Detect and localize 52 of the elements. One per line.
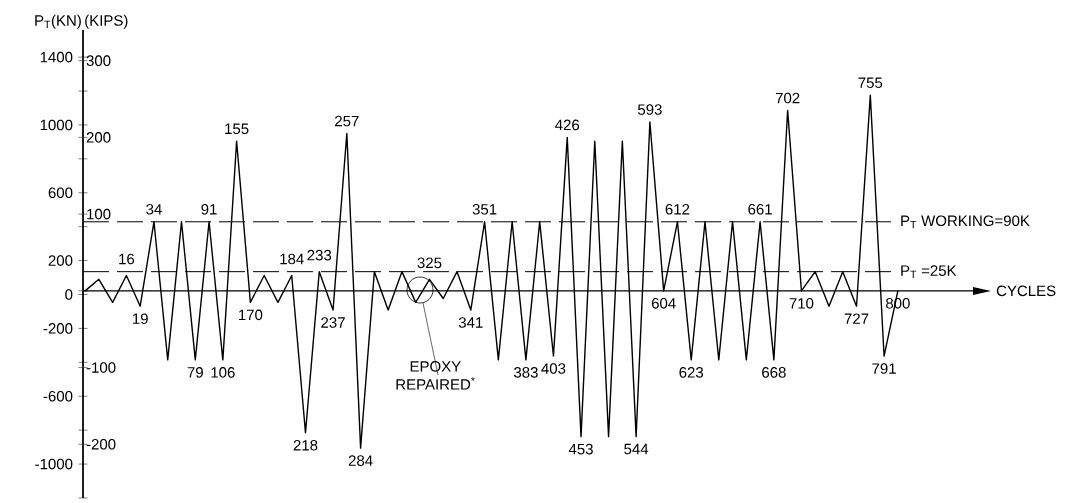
x-tick-label: 155 <box>225 123 249 135</box>
y2-axis-title: (KIPS) <box>85 14 128 29</box>
x-tick-label: 727 <box>844 313 869 324</box>
x-tick-label: 604 <box>651 298 676 309</box>
x-tick-label: 233 <box>307 249 332 261</box>
ref-line-label: P$_{T}$ =25K <box>901 265 957 279</box>
y-tick-label: 200 <box>48 255 73 266</box>
x-tick-label: 16 <box>119 253 135 265</box>
x-tick-label: 661 <box>748 203 772 215</box>
x-tick-label: 383 <box>513 367 538 378</box>
y-tick-label: 1400 <box>40 51 73 63</box>
x-tick-label: 284 <box>348 455 373 466</box>
x-tick-label: 612 <box>665 203 690 215</box>
x-tick-label: 426 <box>555 119 580 131</box>
y-tick-label: -200 <box>43 323 73 334</box>
x-tick-label: 170 <box>239 309 263 321</box>
x-tick-label: 91 <box>201 203 217 215</box>
x-tick-label: 257 <box>335 115 359 127</box>
x-tick-label: 237 <box>321 317 345 328</box>
y2-tick-label: 200 <box>86 132 111 143</box>
x-tick-label: 403 <box>541 363 566 374</box>
x-tick-label: 325 <box>417 257 442 269</box>
y-tick-label: 600 <box>48 187 73 199</box>
x-tick-label: 351 <box>472 203 497 215</box>
text: CYCLES <box>996 285 1056 297</box>
y2-tick-label: 100 <box>87 208 111 220</box>
x-tick-label: 19 <box>132 313 148 324</box>
y-axis-title: P$_{T}$(KN) <box>35 14 81 29</box>
annotation: EPOXY REPAIRED$^{*}$ <box>396 361 475 390</box>
x-tick-label: 755 <box>858 77 883 88</box>
y-tick-label: -1000 <box>35 458 73 470</box>
x-tick-label: 34 <box>146 203 162 215</box>
x-tick-label: 544 <box>624 443 649 455</box>
y2-tick-label: -200 <box>86 438 116 450</box>
x-tick-label: 668 <box>762 367 786 378</box>
x-tick-label: 791 <box>872 363 896 374</box>
x-tick-label: 341 <box>458 317 483 328</box>
x-tick-label: 593 <box>637 104 662 115</box>
x-tick-label: 79 <box>187 367 203 378</box>
x-tick-label: 453 <box>568 443 593 455</box>
x-tick-label: 623 <box>679 367 704 378</box>
y-tick-label: -600 <box>43 390 73 402</box>
y-tick-label: 0 <box>65 289 73 300</box>
x-tick-label: 106 <box>211 367 235 378</box>
x-tick-label: 218 <box>293 439 318 451</box>
y-tick-label: 1000 <box>40 119 73 131</box>
y2-tick-label: -100 <box>86 362 116 373</box>
x-tick-label: 710 <box>789 298 814 309</box>
x-tick-label: 184 <box>280 253 304 265</box>
y2-tick-label: 300 <box>86 55 111 66</box>
ref-line-label: P$_{T}$ WORKING=90K <box>901 215 1030 229</box>
x-tick-label: 702 <box>775 92 800 104</box>
